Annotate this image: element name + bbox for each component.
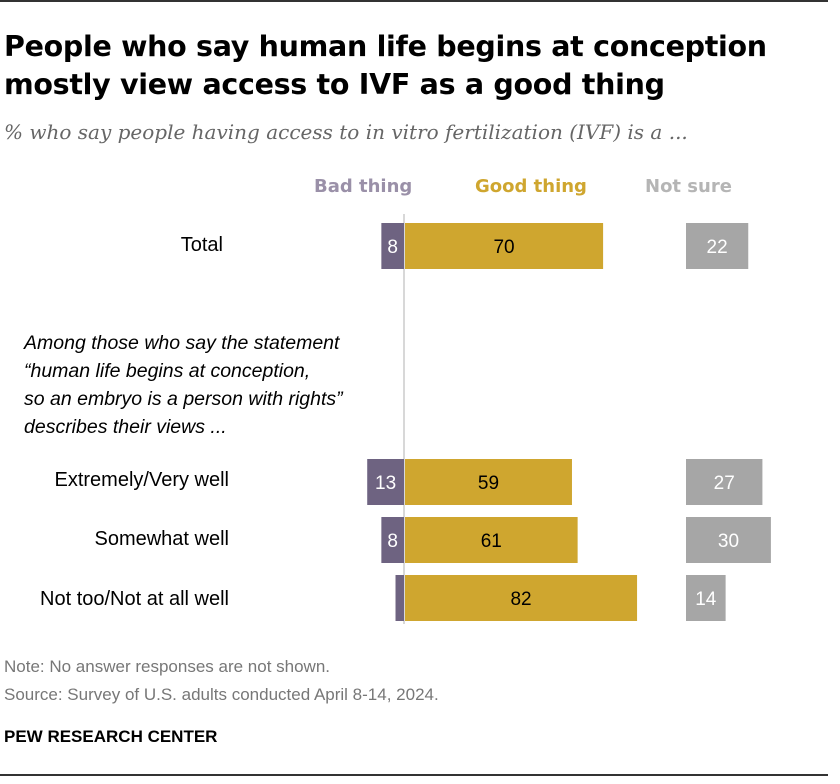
chart-title: People who say human life begins at conc… — [4, 28, 804, 104]
label-bad-thing-0: 8 — [387, 237, 398, 258]
top-rule — [0, 0, 828, 2]
label-not-sure-1: 27 — [714, 473, 735, 494]
label-not-sure-0: 22 — [707, 237, 728, 258]
brand-label: PEW RESEARCH CENTER — [4, 727, 218, 746]
group-note-line-2: “human life begins at conception, — [24, 360, 311, 382]
row-label-total: Total — [180, 234, 223, 256]
label-good-thing-2: 61 — [481, 531, 502, 552]
row-label-not-too-well: Not too/Not at all well — [40, 588, 229, 610]
bar-bad-thing-2 — [381, 517, 404, 563]
group-note-line-3: so an embryo is a person with rights” — [24, 388, 343, 410]
label-good-thing-3: 82 — [510, 589, 531, 610]
bar-not-sure-1 — [686, 459, 763, 505]
legend-good-thing: Good thing — [475, 176, 587, 197]
label-not-sure-2: 30 — [718, 531, 739, 552]
footer-note: Note: No answer responses are not shown. — [4, 657, 331, 676]
bar-not-sure-3 — [686, 575, 726, 621]
legend-not-sure: Not sure — [645, 176, 732, 197]
chart-subtitle: % who say people having access to in vit… — [4, 120, 688, 144]
bar-not-sure-2 — [686, 517, 771, 563]
row-label-extremely-very-well: Extremely/Very well — [54, 469, 230, 491]
title-line-1: People who say human life begins at conc… — [4, 30, 767, 63]
bar-bad-thing-0 — [381, 223, 404, 269]
label-bad-thing-1: 13 — [375, 473, 396, 494]
group-note-line-4: describes their views ... — [24, 416, 227, 438]
bar-not-sure-0 — [686, 223, 749, 269]
bar-good-thing-0 — [405, 223, 604, 269]
label-good-thing-1: 59 — [478, 473, 499, 494]
label-good-thing-0: 70 — [493, 237, 514, 258]
legend-bad-thing: Bad thing — [314, 176, 413, 197]
bar-good-thing-1 — [405, 459, 572, 505]
title-line-2: mostly view access to IVF as a good thin… — [4, 68, 665, 101]
group-note-line-1: Among those who say the statement — [24, 332, 340, 354]
bar-bad-thing-1 — [367, 459, 404, 505]
group-note: Among those who say the statement “human… — [24, 329, 343, 441]
label-bad-thing-2: 8 — [387, 531, 398, 552]
bar-good-thing-2 — [405, 517, 578, 563]
bar-good-thing-3 — [405, 575, 638, 621]
bar-bad-thing-3 — [395, 575, 404, 621]
label-not-sure-3: 14 — [695, 589, 717, 610]
bottom-rule — [0, 774, 828, 776]
row-label-somewhat-well: Somewhat well — [94, 528, 229, 550]
footer-source: Source: Survey of U.S. adults conducted … — [4, 685, 439, 704]
